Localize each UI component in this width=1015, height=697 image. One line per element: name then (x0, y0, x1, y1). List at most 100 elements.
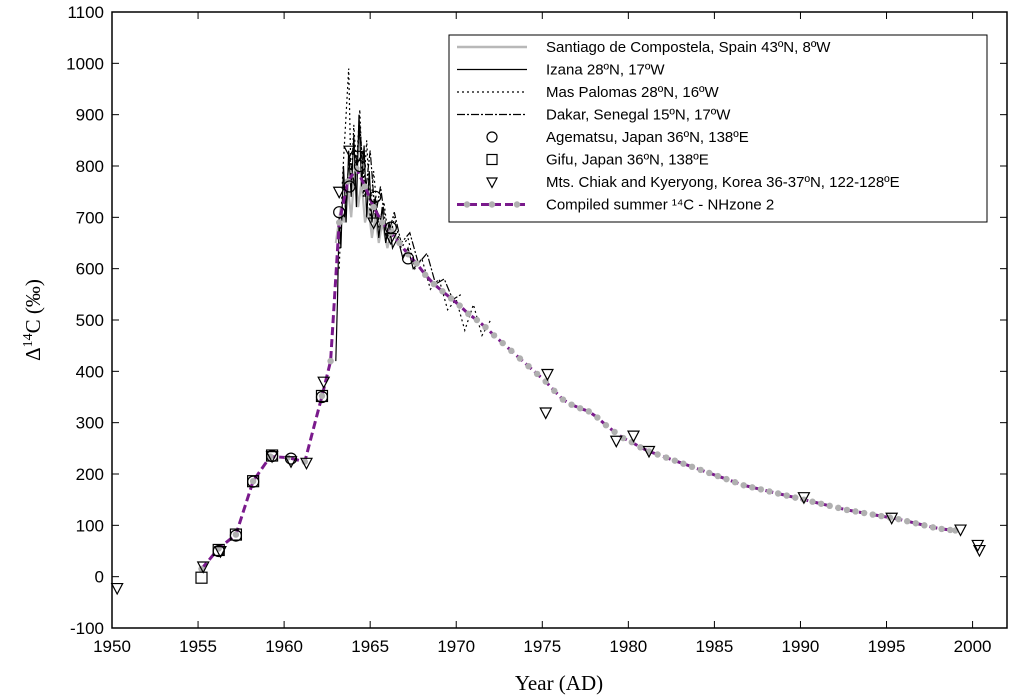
y-axis-title-sup: 14 (21, 333, 36, 347)
data-point (568, 401, 575, 408)
legend-swatch-marker (486, 153, 498, 166)
data-point (413, 260, 420, 267)
y-tick-label: 500 (76, 311, 104, 330)
x-tick-label: 1950 (93, 637, 131, 656)
data-point (490, 332, 498, 339)
data-point (284, 452, 298, 465)
data-point (559, 396, 567, 403)
series-line (200, 165, 956, 570)
data-point (499, 339, 506, 347)
x-tick-label: 1970 (437, 637, 475, 656)
series-6 (110, 145, 986, 596)
y-tick-label: 600 (76, 260, 104, 279)
x-tick-label: 1980 (609, 637, 647, 656)
legend-item: Mts. Chiak and Kyeryong, Korea 36-37ºN, … (486, 174, 900, 191)
data-point (792, 494, 799, 501)
x-tick-label: 1985 (695, 637, 733, 656)
data-point (611, 428, 618, 436)
data-point (465, 310, 472, 318)
legend-swatch-dot (463, 201, 471, 208)
axis-ticks: -100 0 100 200 300 400 500 600 700 800 900 1000 1100… (66, 3, 1007, 656)
data-point (663, 454, 670, 461)
data-point (929, 524, 937, 531)
data-point (878, 512, 885, 520)
x-tick-label: 2000 (954, 637, 992, 656)
data-point (379, 219, 386, 226)
data-point (539, 407, 553, 420)
series-layer (110, 68, 986, 596)
legend-label: Mas Palomas 28ºN, 16ºW (546, 84, 720, 101)
data-point (594, 414, 601, 421)
y-axis-title: Δ14C (‰) (21, 279, 45, 361)
data-point (826, 502, 833, 510)
legend-item: Compiled summer ¹⁴C - NHzone 2 (457, 197, 774, 214)
y-tick-label: 400 (76, 362, 104, 381)
legend-swatch-dot (513, 201, 521, 208)
x-tick-label: 1990 (782, 637, 820, 656)
data-point (912, 520, 919, 527)
legend-items: Santiago de Compostela, Spain 43ºN, 8ºW I… (457, 39, 900, 214)
series-line (343, 124, 462, 301)
data-point (318, 392, 326, 400)
data-point (516, 355, 524, 362)
data-point (447, 295, 455, 302)
data-point (351, 150, 365, 164)
legend-label: Dakar, Senegal 15ºN, 17ºW (546, 107, 731, 124)
data-point (284, 456, 298, 469)
data-point (525, 363, 532, 370)
data-point (404, 251, 412, 258)
y-axis-title-prefix: Δ (21, 347, 45, 361)
data-point (585, 408, 592, 415)
data-point (439, 288, 446, 295)
data-point (361, 183, 369, 190)
data-point (343, 180, 356, 193)
data-point (972, 544, 986, 558)
data-point (809, 498, 816, 505)
data-point (333, 206, 346, 219)
y-tick-label: 700 (76, 208, 104, 227)
legend-item: Izana 28ºN, 17ºW (457, 62, 665, 79)
data-point (774, 490, 782, 497)
data-point (456, 302, 463, 309)
data-point (895, 515, 902, 523)
data-point (886, 514, 894, 521)
legend-item: Agematsu, Japan 36ºN, 138ºE (486, 129, 749, 146)
data-point (749, 484, 756, 491)
data-point (540, 368, 554, 382)
data-point (688, 463, 696, 471)
x-tick-label: 1965 (351, 637, 389, 656)
data-point (482, 323, 489, 331)
y-axis-title-suffix: C (‰) (21, 279, 45, 333)
data-point (430, 280, 438, 288)
legend-swatch-dot (488, 201, 496, 208)
data-point (731, 479, 739, 486)
data-point (637, 444, 644, 451)
y-tick-label: 100 (76, 516, 104, 535)
y-tick-label: 300 (76, 414, 104, 433)
data-point (680, 460, 687, 467)
data-point (938, 525, 945, 533)
data-point (602, 422, 610, 429)
x-tick-label: 1960 (265, 637, 303, 656)
data-point (797, 492, 811, 505)
y-tick-label: 900 (76, 106, 104, 125)
data-point (860, 509, 868, 517)
data-point (317, 376, 331, 389)
data-point (353, 159, 366, 173)
legend-label: Agematsu, Japan 36ºN, 138ºE (546, 129, 749, 146)
data-point (947, 526, 954, 534)
legend-label: Gifu, Japan 36ºN, 138ºE (546, 152, 709, 169)
data-point (609, 435, 623, 448)
series-3 (343, 124, 462, 301)
data-point (654, 451, 661, 458)
data-point (885, 512, 899, 525)
data-point (508, 347, 515, 354)
data-point (766, 488, 773, 495)
legend-label: Compiled summer ¹⁴C - NHzone 2 (546, 197, 774, 214)
data-point (817, 500, 825, 507)
data-point (921, 522, 928, 529)
data-point (706, 469, 713, 477)
y-tick-label: 1100 (67, 3, 104, 22)
x-tick-label: 1955 (179, 637, 217, 656)
data-point (196, 561, 210, 574)
